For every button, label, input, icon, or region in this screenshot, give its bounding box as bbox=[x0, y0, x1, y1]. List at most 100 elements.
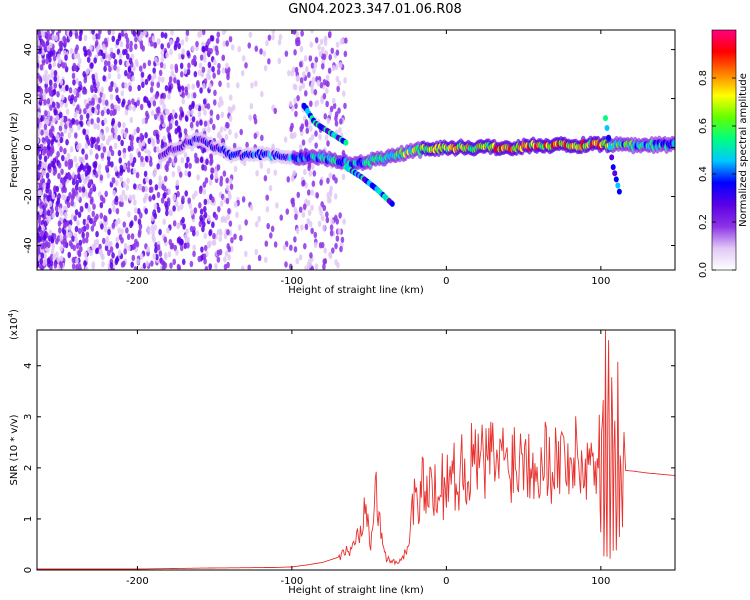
noise-speck bbox=[172, 220, 177, 227]
noise-speck bbox=[197, 69, 202, 76]
noise-speck bbox=[273, 169, 278, 176]
noise-speck bbox=[227, 190, 232, 198]
noise-speck bbox=[132, 65, 136, 72]
noise-speck bbox=[111, 177, 116, 184]
noise-speck bbox=[148, 36, 153, 44]
noise-speck bbox=[322, 204, 327, 212]
noise-speck bbox=[59, 136, 64, 144]
noise-speck bbox=[100, 223, 104, 230]
noise-speck bbox=[51, 34, 56, 41]
noise-speck bbox=[122, 181, 127, 188]
colorbar-tick-label: 0.6 bbox=[698, 118, 709, 134]
noise-speck bbox=[87, 206, 91, 213]
noise-speck bbox=[131, 98, 135, 105]
noise-speck bbox=[115, 207, 120, 215]
noise-speck bbox=[222, 40, 227, 47]
x-tick-label: 100 bbox=[591, 576, 610, 587]
noise-speck bbox=[37, 39, 41, 47]
noise-speck bbox=[153, 224, 158, 231]
noise-speck bbox=[214, 172, 219, 180]
noise-speck bbox=[83, 34, 88, 42]
noise-speck bbox=[203, 164, 208, 172]
noise-speck bbox=[189, 209, 194, 216]
noise-speck bbox=[64, 211, 68, 219]
noise-speck bbox=[58, 207, 63, 214]
noise-speck bbox=[41, 169, 46, 177]
noise-speck bbox=[133, 43, 138, 50]
noise-speck bbox=[207, 61, 212, 69]
noise-speck bbox=[239, 234, 243, 242]
noise-speck bbox=[51, 101, 56, 108]
noise-speck bbox=[325, 211, 329, 218]
noise-speck bbox=[307, 209, 312, 216]
noise-speck bbox=[269, 232, 273, 239]
noise-speck bbox=[52, 116, 56, 124]
noise-speck bbox=[60, 94, 65, 101]
noise-speck bbox=[225, 40, 229, 47]
noise-speck bbox=[120, 237, 124, 244]
noise-speck bbox=[90, 196, 94, 203]
noise-speck bbox=[311, 180, 316, 187]
noise-speck bbox=[218, 80, 222, 87]
noise-speck bbox=[106, 172, 111, 179]
noise-speck bbox=[172, 258, 177, 266]
noise-speck bbox=[94, 143, 99, 150]
noise-speck bbox=[148, 178, 153, 186]
noise-speck bbox=[81, 231, 85, 239]
noise-speck bbox=[133, 214, 138, 222]
noise-speck bbox=[216, 256, 221, 263]
noise-speck bbox=[187, 62, 191, 69]
x-tick-label: -200 bbox=[126, 276, 149, 287]
noise-speck bbox=[228, 115, 233, 122]
noise-speck bbox=[181, 195, 185, 202]
noise-speck bbox=[89, 249, 93, 257]
noise-speck bbox=[233, 233, 237, 240]
noise-speck bbox=[140, 31, 144, 39]
figure-title: GN04.2023.347.01.06.R08 bbox=[288, 2, 462, 17]
noise-speck bbox=[98, 248, 103, 255]
noise-speck bbox=[244, 62, 248, 69]
noise-speck bbox=[89, 44, 93, 51]
noise-speck bbox=[95, 238, 100, 246]
noise-speck bbox=[155, 133, 160, 140]
noise-speck bbox=[208, 263, 212, 270]
noise-speck bbox=[168, 76, 173, 83]
noise-speck bbox=[178, 131, 183, 138]
noise-speck bbox=[101, 237, 106, 245]
noise-speck bbox=[37, 261, 40, 268]
noise-speck bbox=[198, 202, 202, 209]
noise-speck bbox=[181, 48, 185, 55]
noise-speck bbox=[259, 48, 263, 55]
noise-speck bbox=[86, 49, 91, 56]
noise-speck bbox=[222, 170, 227, 177]
noise-speck bbox=[323, 39, 328, 47]
noise-speck bbox=[38, 153, 43, 161]
noise-speck bbox=[130, 135, 134, 142]
noise-speck bbox=[102, 75, 106, 82]
noise-speck bbox=[244, 250, 248, 258]
noise-speck bbox=[225, 184, 230, 191]
noise-speck bbox=[301, 139, 306, 146]
noise-speck bbox=[107, 135, 112, 142]
noise-speck bbox=[180, 39, 185, 46]
noise-speck bbox=[206, 198, 210, 205]
noise-speck bbox=[49, 148, 54, 156]
noise-speck bbox=[61, 179, 66, 186]
noise-speck bbox=[46, 246, 50, 254]
noise-speck bbox=[322, 224, 326, 232]
noise-speck bbox=[188, 104, 193, 111]
noise-speck bbox=[39, 143, 44, 151]
noise-speck bbox=[39, 203, 43, 210]
noise-speck bbox=[220, 99, 224, 107]
noise-speck bbox=[145, 113, 150, 120]
noise-speck bbox=[43, 220, 48, 227]
noise-speck bbox=[328, 189, 333, 196]
noise-speck bbox=[111, 30, 115, 36]
noise-speck bbox=[127, 211, 131, 218]
noise-speck bbox=[44, 87, 49, 94]
noise-speck bbox=[203, 56, 207, 63]
noise-speck bbox=[296, 75, 300, 82]
noise-speck bbox=[115, 179, 119, 187]
noise-speck bbox=[100, 86, 104, 93]
noise-speck bbox=[133, 199, 137, 206]
